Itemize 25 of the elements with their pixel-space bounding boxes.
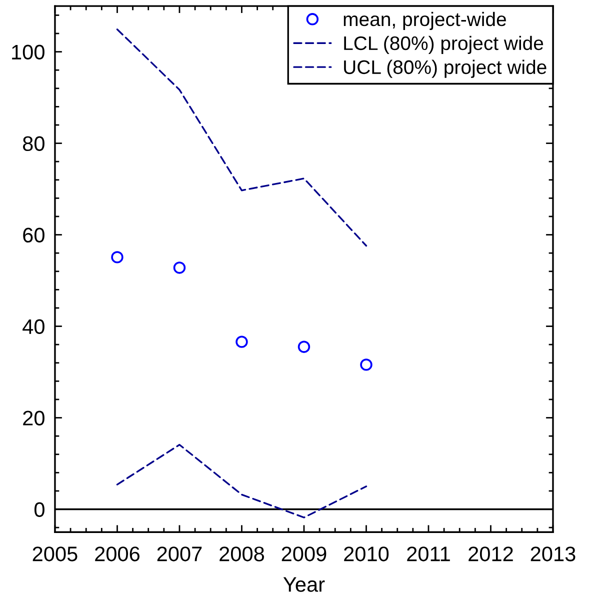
point xyxy=(111,251,124,264)
point xyxy=(173,262,186,274)
y-tick-label: 60 xyxy=(23,228,44,243)
x-tick-label: 2007 xyxy=(157,546,202,562)
y-tick-label: 100 xyxy=(12,44,44,60)
y-tick-label: 20 xyxy=(23,410,44,426)
x-tick-label: 2011 xyxy=(407,546,450,562)
legend-label: LCL (80%) project wide xyxy=(344,36,544,54)
x-tick-label: 2013 xyxy=(530,546,576,562)
x-tick-label: 2006 xyxy=(95,546,140,562)
x-axis-title: Year xyxy=(283,577,325,592)
line-series xyxy=(116,444,368,518)
x-tick-label: 2012 xyxy=(468,546,513,562)
y-tick-label: 0 xyxy=(34,502,44,518)
point xyxy=(298,340,310,353)
x-tick-label: 2005 xyxy=(32,546,78,562)
y-tick-label: 40 xyxy=(22,319,44,334)
x-tick-label: 2010 xyxy=(344,546,389,562)
legend-label: UCL (80%) project wide xyxy=(344,60,546,78)
point xyxy=(236,336,248,348)
point xyxy=(360,358,372,371)
x-tick-label: 2009 xyxy=(282,546,326,562)
y-tick-label: 80 xyxy=(22,136,44,152)
legend-label: mean, project-wide xyxy=(344,12,506,30)
x-tick-label: 2008 xyxy=(220,546,264,562)
